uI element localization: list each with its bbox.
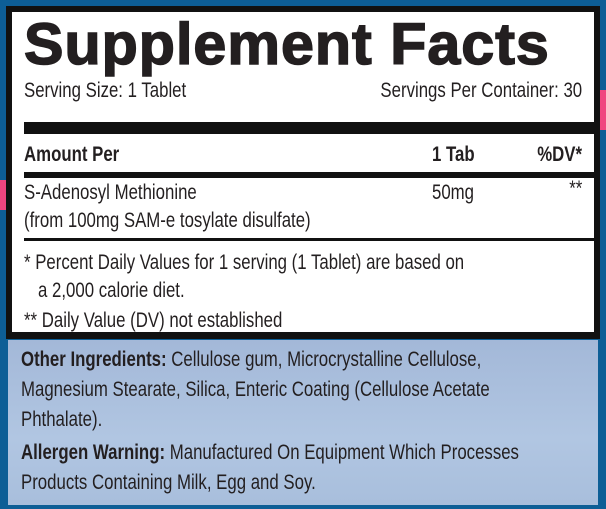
other-ingredients-text: Cellulose gum, Microcrystalline Cellulos…	[171, 348, 482, 371]
other-ingredients-line3: Phthalate).	[21, 408, 103, 431]
ingredients-panel: Other Ingredients: Cellulose gum, Microc…	[8, 340, 598, 505]
footnote-calorie: a 2,000 calorie diet.	[38, 279, 185, 302]
footnote-dv-not-established: ** Daily Value (DV) not established	[24, 309, 283, 332]
header-serving: 1 Tab	[432, 143, 475, 166]
other-ingredients-label: Other Ingredients:	[21, 348, 167, 371]
ingredient-name: S-Adenosyl Methionine	[24, 181, 197, 204]
footnote-dv-basis: * Percent Daily Values for 1 serving (1 …	[24, 251, 465, 274]
thick-divider	[24, 122, 594, 134]
header-dv: %DV*	[537, 143, 582, 166]
medium-divider	[24, 172, 594, 178]
allergen-line2: Products Containing Milk, Egg and Soy.	[21, 471, 316, 494]
allergen-line1: Allergen Warning: Manufactured On Equipm…	[21, 442, 519, 463]
ingredient-dv: **	[568, 177, 582, 200]
panel-title: Supplement Facts	[23, 12, 550, 77]
other-ingredients-line1: Other Ingredients: Cellulose gum, Microc…	[21, 349, 481, 370]
serving-size: Serving Size: 1 Tablet	[24, 79, 187, 102]
thin-divider	[24, 238, 594, 241]
supplement-facts-panel: Supplement Facts Serving Size: 1 Tablet …	[6, 6, 600, 339]
ingredient-source: (from 100mg SAM-e tosylate disulfate)	[24, 209, 311, 232]
other-ingredients-line2: Magnesium Stearate, Silica, Enteric Coat…	[21, 378, 490, 401]
servings-per-container: Servings Per Container: 30	[380, 79, 582, 102]
allergen-text: Manufactured On Equipment Which Processe…	[169, 441, 519, 464]
allergen-label: Allergen Warning:	[21, 441, 166, 464]
header-amount-per: Amount Per	[24, 143, 120, 166]
ingredient-amount: 50mg	[432, 181, 475, 204]
accent-stripe-left	[0, 180, 8, 210]
accent-stripe-right	[598, 90, 606, 130]
